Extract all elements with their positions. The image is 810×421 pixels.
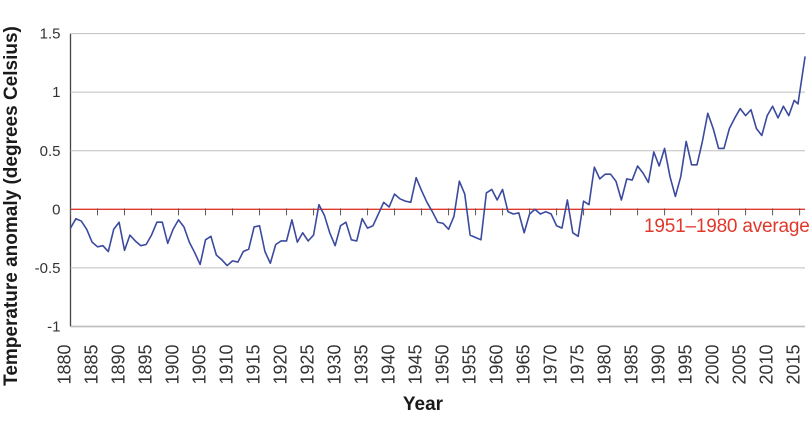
svg-text:0: 0 bbox=[52, 201, 60, 218]
svg-text:1990: 1990 bbox=[649, 345, 669, 385]
svg-text:2010: 2010 bbox=[757, 345, 777, 385]
svg-text:1960: 1960 bbox=[487, 345, 507, 385]
svg-text:1985: 1985 bbox=[622, 345, 642, 385]
svg-text:1925: 1925 bbox=[298, 345, 318, 385]
svg-text:1.5: 1.5 bbox=[40, 26, 61, 43]
svg-text:2015: 2015 bbox=[784, 345, 804, 385]
svg-text:1980: 1980 bbox=[595, 345, 615, 385]
svg-text:1970: 1970 bbox=[541, 345, 561, 385]
svg-text:1940: 1940 bbox=[379, 345, 399, 385]
svg-text:1965: 1965 bbox=[514, 345, 534, 385]
svg-text:1975: 1975 bbox=[568, 345, 588, 385]
svg-text:1920: 1920 bbox=[271, 345, 291, 385]
svg-text:1895: 1895 bbox=[136, 345, 156, 385]
svg-text:1905: 1905 bbox=[190, 345, 210, 385]
svg-text:1945: 1945 bbox=[406, 345, 426, 385]
svg-text:1950: 1950 bbox=[433, 345, 453, 385]
svg-text:1910: 1910 bbox=[217, 345, 237, 385]
svg-text:1: 1 bbox=[52, 84, 60, 101]
svg-text:1880: 1880 bbox=[55, 345, 75, 385]
svg-text:-0.5: -0.5 bbox=[35, 260, 61, 277]
svg-text:2005: 2005 bbox=[730, 345, 750, 385]
svg-text:1885: 1885 bbox=[82, 345, 102, 385]
svg-text:2000: 2000 bbox=[703, 345, 723, 385]
svg-text:0.5: 0.5 bbox=[40, 143, 61, 160]
svg-text:1935: 1935 bbox=[352, 345, 372, 385]
svg-text:1890: 1890 bbox=[109, 345, 129, 385]
svg-text:1915: 1915 bbox=[244, 345, 264, 385]
svg-text:1995: 1995 bbox=[676, 345, 696, 385]
svg-text:1955: 1955 bbox=[460, 345, 480, 385]
svg-text:1930: 1930 bbox=[325, 345, 345, 385]
svg-text:-1: -1 bbox=[47, 319, 60, 336]
svg-text:1900: 1900 bbox=[163, 345, 183, 385]
